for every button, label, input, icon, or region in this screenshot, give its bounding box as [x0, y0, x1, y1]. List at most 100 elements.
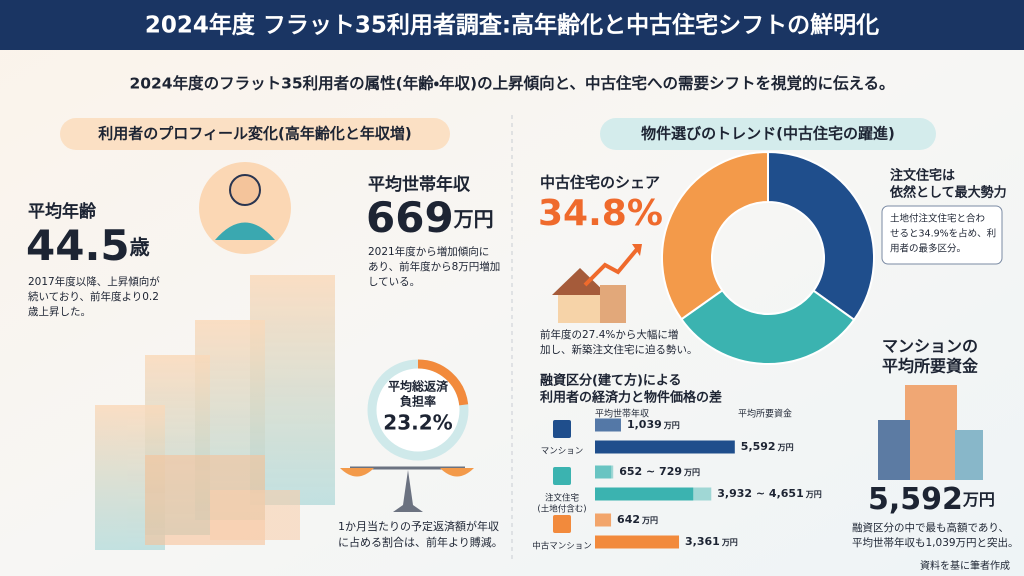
value: 5,592: [868, 482, 963, 517]
block: [210, 490, 300, 540]
block-decoration: [95, 275, 335, 550]
avatar-head: [229, 174, 261, 206]
value: 44.5: [26, 221, 130, 270]
note-line: 融資区分の中で最も高額であり、: [852, 521, 1009, 534]
note-line: 土地付注文住宅と合わ: [890, 213, 985, 225]
donut-segment: [661, 150, 769, 321]
building-icon: [878, 385, 983, 480]
mansion-title: 平均所要資金: [882, 357, 979, 376]
note-line: (土地付含む): [537, 504, 586, 515]
mansion-value: 5,592万円: [868, 482, 995, 517]
unit: 歳: [130, 235, 150, 259]
callout-box: [881, 205, 1003, 265]
pans: [340, 468, 474, 477]
roof: [552, 268, 608, 295]
income-bar: [595, 465, 612, 479]
value: 669: [366, 193, 454, 242]
value: 5,592: [741, 440, 776, 453]
unit: 万円: [962, 490, 995, 509]
house-icon: [552, 244, 642, 323]
arrow: [583, 246, 640, 287]
column-header: 平均所要資金: [738, 408, 792, 420]
note-line: 平均総返済: [388, 379, 449, 394]
note-line: している。: [368, 276, 420, 288]
age-value: 44.5歳: [26, 221, 150, 270]
header-bar: [0, 0, 1024, 50]
note-line: 歳上昇した。: [28, 306, 91, 318]
section-heading: 物件選びのトレンド(中古住宅の躍進): [641, 125, 895, 143]
burden-value: 23.2%: [383, 411, 452, 435]
income-label: 1,039 万円: [627, 418, 680, 431]
avatar-body: [215, 222, 275, 240]
note-line: に占める割合は、前年より賻減。: [338, 535, 503, 549]
value: 642: [617, 513, 640, 526]
income-bar: [595, 513, 612, 527]
row-icon: [553, 467, 571, 485]
unit: 万円: [683, 468, 700, 477]
note-line: 続いており、前年度より0.2: [28, 290, 159, 303]
note-line: 2017年度以降、上昇傾向が: [28, 275, 160, 288]
note-line: 利用者の経済力と物件価格の差: [540, 390, 722, 406]
note-line: せると34.9%を占め、利: [890, 228, 996, 240]
note-line: 用者の最多区分。: [890, 243, 966, 255]
note-line: 2021年度から増加傾向に: [368, 245, 489, 258]
row-icon: [553, 515, 571, 533]
price-label: 5,592 万円: [741, 440, 794, 453]
unit: 万円: [805, 490, 822, 499]
income-bar: [595, 418, 621, 432]
income-label: 平均世帯年収: [368, 174, 471, 195]
callout-title: 依然として最大勢力: [889, 185, 1007, 201]
avatar-bg: [199, 162, 291, 254]
arrowhead: [632, 244, 642, 256]
section-heading: 利用者のプロフィール変化(高年齢化と年収増): [98, 125, 411, 143]
scale-icon: [340, 466, 474, 512]
age-label: 平均年齢: [28, 201, 97, 222]
value: 3,361: [685, 535, 720, 548]
note-line: 注文住宅: [545, 493, 579, 504]
page-title: 2024年度 フラット35利用者調査:高年齢化と中古住宅シフトの鮮明化: [145, 12, 879, 39]
donut-segment: [767, 150, 875, 322]
unit: 万円: [663, 421, 680, 430]
note-line: 平均世帯年収も1,039万円と突出。: [852, 536, 1019, 549]
burden-arc: [417, 359, 469, 406]
note-line: 負担率: [400, 394, 436, 409]
unit: 万円: [641, 516, 658, 525]
price-label: 3,361 万円: [685, 535, 738, 548]
price-bar: [595, 535, 680, 549]
price-label: 3,932 ~ 4,651 万円: [717, 487, 821, 500]
lead-text: 2024年度のフラット35利用者の属性(年齢・年収)の上昇傾向と、中古住宅への需…: [129, 74, 894, 93]
tower: [905, 385, 957, 480]
note-line: マンション: [541, 447, 584, 457]
unit: 万円: [721, 538, 738, 547]
tower: [955, 430, 983, 480]
pill: [600, 118, 936, 150]
wall: [558, 295, 602, 323]
footer-source: 資料を基に筆者作成: [920, 559, 1010, 572]
price-bar: [595, 440, 735, 454]
note-line: あり、前年度から8万円増加: [368, 260, 500, 273]
value: 3,932 ~ 4,651: [717, 487, 803, 500]
share-value: 34.8%: [538, 193, 663, 234]
share-label: 中古住宅のシェア: [540, 174, 660, 192]
tower: [878, 420, 910, 480]
value: 652 ~ 729: [619, 465, 682, 478]
price-bar: [595, 487, 694, 501]
column-header: 平均世帯年収: [595, 408, 649, 420]
mansion-note: 融資区分の中で最も高額であり、平均世帯年収も1,039万円と突出。: [852, 521, 1019, 549]
donut-segment: [680, 288, 856, 365]
unit: 万円: [777, 443, 794, 452]
income-label: 652 ~ 729 万円: [619, 465, 700, 478]
price-range: [693, 487, 712, 501]
value: 1,039: [627, 418, 662, 431]
callout-title: 注文住宅は: [890, 168, 955, 184]
income-label: 642 万円: [617, 513, 658, 526]
mansion-title: マンションの: [882, 337, 978, 356]
note-line: 融資区分(建て方)による: [540, 373, 682, 389]
